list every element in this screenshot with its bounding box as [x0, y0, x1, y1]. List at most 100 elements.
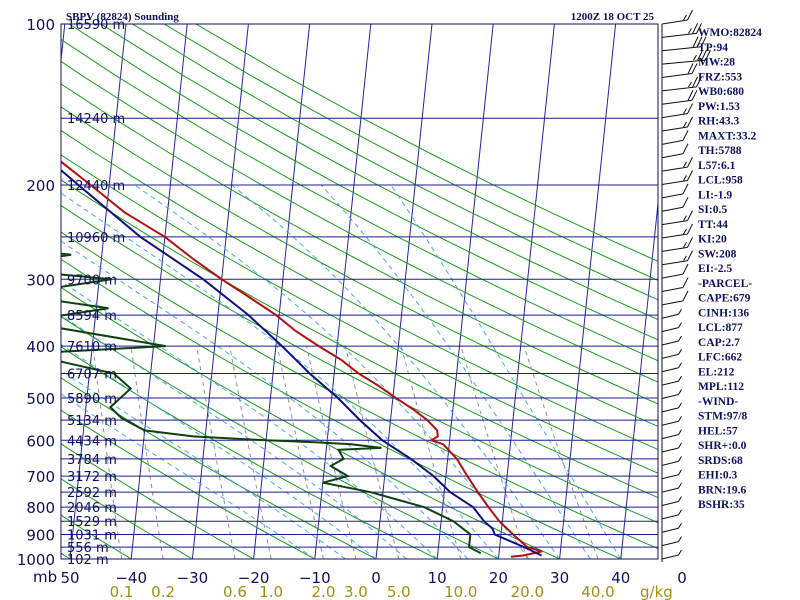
wind-barb-shaft — [661, 300, 684, 306]
pressure-unit-label: mb — [33, 568, 57, 586]
pressure-tick-label: 1000 — [17, 551, 55, 569]
wind-barb-feather — [692, 23, 698, 34]
index-value: SI:0.5 — [698, 204, 727, 216]
wind-barb-shaft — [661, 541, 679, 547]
wind-barb-shaft — [661, 407, 679, 413]
isotherm-line — [375, 24, 433, 559]
isotherm-line — [191, 24, 249, 559]
wind-barb-feather — [692, 76, 698, 88]
mixing-ratio-line — [196, 346, 236, 559]
wind-barb-half-feather — [678, 429, 682, 435]
wind-barb-feather — [687, 103, 693, 114]
index-value: BRN:19.6 — [698, 484, 746, 496]
wind-barb-half-feather — [693, 54, 697, 61]
wind-barb-half-feather — [683, 121, 687, 128]
isotherm-line — [130, 24, 188, 559]
wind-barb-shaft — [661, 460, 679, 466]
temperature-tick-label: −30 — [177, 569, 209, 587]
station-title: SBPV (82824) Sounding — [66, 11, 179, 23]
wind-barb-feather — [701, 49, 707, 61]
wind-barb-shaft — [661, 139, 684, 145]
wind-barb-feather — [691, 90, 698, 101]
wind-barb-feather — [682, 197, 689, 208]
wind-barb — [661, 9, 693, 25]
dry-adiabat-line — [61, 83, 658, 405]
wind-barb-feather — [687, 223, 693, 235]
wind-barb — [661, 522, 682, 533]
wind-barb — [661, 63, 698, 78]
index-value: MW:28 — [698, 57, 735, 69]
parcel-trace — [61, 168, 543, 557]
wind-barb-shaft — [661, 313, 679, 319]
height-label: 1529 m — [67, 515, 117, 530]
wind-barb — [661, 130, 689, 145]
temperature-tick-label: −40 — [115, 569, 147, 587]
wind-barb-half-feather — [683, 242, 687, 248]
moist-adiabat-line — [320, 184, 591, 559]
mixing-ratio-label: 2.0 — [312, 583, 336, 600]
mixing-ratio-unit-label: g/kg — [640, 583, 673, 600]
wind-barb — [661, 290, 689, 306]
sounding-time: 1200Z 18 OCT 25 — [571, 11, 655, 23]
wind-barb — [661, 335, 682, 346]
wind-barb-shaft — [661, 367, 679, 373]
dry-adiabat-line — [61, 377, 377, 559]
height-label: 1031 m — [67, 529, 117, 544]
plot-frame — [60, 23, 659, 560]
index-value: SHR+:0.0 — [698, 440, 747, 452]
wind-barb-feather — [682, 143, 689, 154]
wind-barb-shaft — [661, 19, 688, 25]
wind-barb-feather — [687, 156, 693, 168]
wind-barb-shaft — [661, 554, 679, 560]
wind-barb-half-feather — [678, 549, 682, 556]
wind-barb — [661, 250, 693, 266]
wind-barb — [661, 429, 682, 440]
wind-barb-feather — [687, 170, 693, 181]
index-value: TP:94 — [698, 42, 728, 54]
dry-adiabat-line — [61, 129, 658, 451]
index-value: BSHR:35 — [698, 499, 745, 511]
pressure-tick-label: 700 — [26, 468, 55, 486]
wind-barb — [661, 170, 693, 185]
height-label: 8594 m — [67, 309, 117, 324]
pressure-tick-label: 200 — [26, 177, 55, 195]
wind-barb-shaft — [661, 487, 679, 493]
height-label: 10960 m — [67, 231, 125, 246]
temperature-tick-label: 30 — [550, 569, 569, 587]
wind-barb — [661, 116, 693, 132]
wind-barb — [661, 536, 682, 547]
wind-barb-feather — [682, 277, 689, 288]
height-label: 14240 m — [67, 112, 125, 127]
axis-labels: 16590 m 14240 m 12440 m 10960 m 9700 m 8594 m… — [17, 16, 687, 600]
isotherm-line — [620, 198, 658, 559]
wind-barbs — [661, 9, 711, 562]
wind-barb-feather — [682, 130, 689, 141]
wind-barb-half-feather — [683, 255, 687, 262]
wind-barb-half-feather — [683, 215, 687, 221]
wind-barb — [661, 90, 698, 105]
wind-barb-shaft — [661, 220, 688, 226]
wind-barb-feather — [691, 63, 698, 74]
wind-barb-half-feather — [678, 308, 682, 315]
wind-barb — [661, 156, 693, 172]
pressure-tick-label: 400 — [26, 338, 55, 356]
mixing-ratio-label: 20.0 — [511, 583, 544, 600]
wind-barb-shaft — [661, 99, 693, 105]
wind-barb-half-feather — [678, 349, 682, 355]
wind-barb-half-feather — [688, 28, 692, 34]
wind-barb — [661, 469, 682, 480]
wind-barb-shaft — [661, 166, 688, 172]
wind-barb-feather — [687, 250, 693, 261]
wind-barb — [661, 442, 682, 453]
wind-barb-shaft — [661, 353, 679, 359]
moist-adiabat-line — [61, 343, 377, 559]
wind-barb-half-feather — [678, 482, 682, 489]
wind-barb-half-feather — [678, 456, 682, 462]
index-value: EI:-2.5 — [698, 263, 732, 275]
wind-barb-feather — [687, 237, 693, 248]
wind-barb-feather — [697, 49, 703, 61]
wind-barb-half-feather — [678, 322, 682, 328]
wind-barb — [661, 362, 682, 373]
wind-barb — [661, 482, 682, 493]
temperature-tick-label: 0 — [677, 569, 687, 587]
